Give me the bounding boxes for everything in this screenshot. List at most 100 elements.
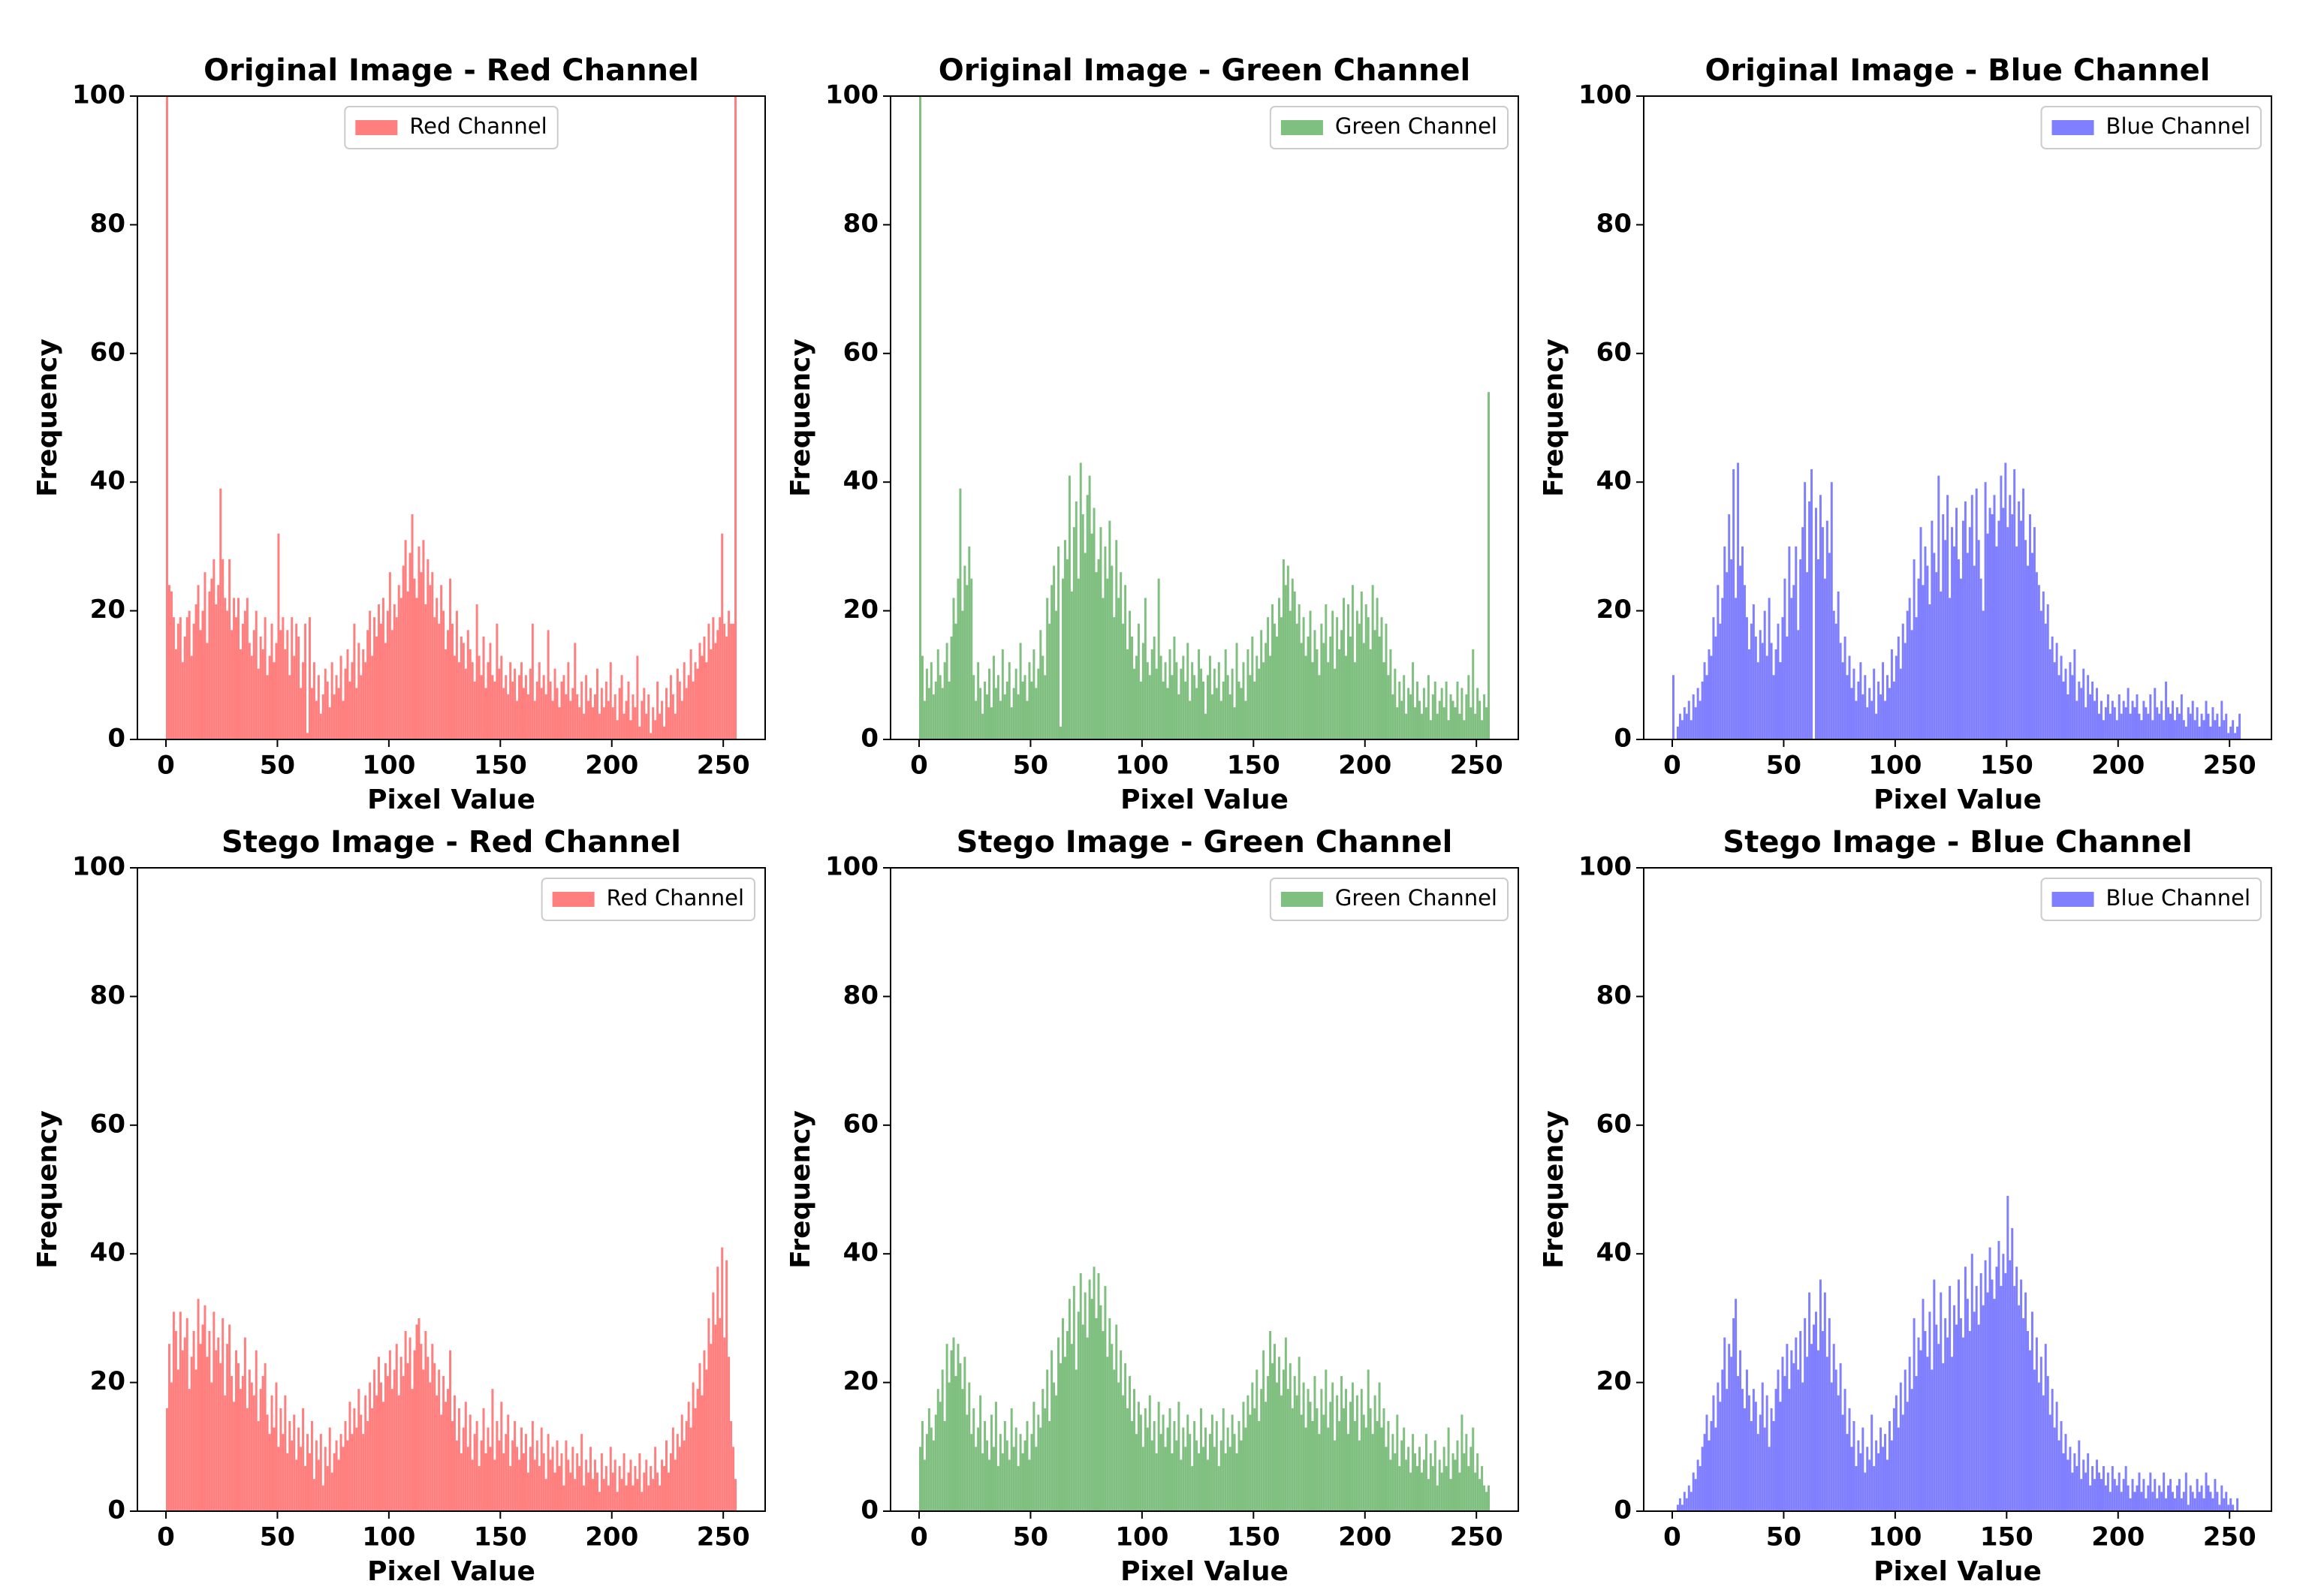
histogram-bar <box>1944 1317 1947 1511</box>
histogram-bar <box>518 1459 521 1511</box>
histogram-bar <box>250 1382 253 1511</box>
histogram-bar <box>369 1382 372 1511</box>
histogram-bar <box>1293 591 1296 739</box>
histogram-bar <box>1968 1331 1971 1511</box>
histogram-bar <box>228 1324 231 1511</box>
histogram-bar <box>484 1453 487 1511</box>
histogram-bar <box>1251 1382 1254 1511</box>
histogram-bar <box>1472 1427 1475 1511</box>
histogram-bar <box>384 1363 387 1511</box>
histogram-bar <box>1233 707 1236 739</box>
histogram-bar <box>692 1382 695 1511</box>
histogram-bar <box>1799 559 1802 739</box>
histogram-bar <box>701 655 704 739</box>
histogram-bar <box>1210 694 1213 739</box>
histogram-bar <box>977 1427 980 1511</box>
histogram-bar <box>2220 1485 2223 1511</box>
histogram-bar <box>402 565 405 739</box>
histogram-bar <box>2156 1498 2159 1511</box>
histogram-bar <box>1200 1408 1203 1511</box>
histogram-bar <box>378 604 380 739</box>
histogram-bar <box>921 1421 924 1511</box>
histogram-bar <box>1177 694 1180 739</box>
histogram-bar <box>1726 572 1729 739</box>
histogram-bar <box>181 662 184 739</box>
histogram-bar <box>1806 572 1809 739</box>
histogram-bar <box>1993 1299 1996 1511</box>
histogram-bar <box>1797 1369 1800 1511</box>
histogram-bar <box>1409 1472 1412 1511</box>
histogram-bar <box>270 1395 273 1511</box>
histogram-bar <box>344 1421 347 1511</box>
histogram-bar <box>1274 1344 1276 1511</box>
histogram-bar <box>977 662 980 739</box>
histogram-bar <box>2147 1485 2150 1511</box>
histogram-bar <box>302 1408 305 1511</box>
histogram-bar <box>634 1466 637 1511</box>
histogram-bar <box>2163 1472 2166 1511</box>
histogram-bar <box>526 1472 529 1511</box>
histogram-bar <box>1483 694 1486 739</box>
histogram-bar <box>1454 1459 1457 1511</box>
histogram-bar <box>2154 688 2157 739</box>
histogram-bar <box>1360 591 1363 739</box>
histogram-bar <box>431 1344 434 1511</box>
histogram-bar <box>1072 1286 1075 1511</box>
histogram-bar <box>618 1466 621 1511</box>
legend-label: Green Channel <box>1335 113 1497 139</box>
histogram-bar <box>1940 1292 1943 1511</box>
histogram-bar <box>1242 1402 1245 1511</box>
histogram-bar <box>680 700 683 739</box>
histogram-bar <box>1253 681 1256 739</box>
histogram-bar <box>2055 643 2058 739</box>
histogram-bar <box>1752 1389 1755 1511</box>
y-tick-label: 60 <box>1596 337 1632 367</box>
histogram-bar <box>696 668 699 739</box>
histogram-bar <box>404 540 407 739</box>
histogram-bar <box>1088 475 1091 739</box>
histogram-bar <box>1008 1459 1011 1511</box>
histogram-bar <box>1051 1350 1054 1511</box>
histogram-bar <box>1861 1427 1864 1511</box>
histogram-bar <box>516 700 519 739</box>
histogram-bar <box>1262 662 1265 739</box>
histogram-bar <box>333 694 336 739</box>
histogram-bar <box>583 1485 586 1511</box>
histogram-bar <box>2091 681 2094 739</box>
histogram-bar <box>321 694 324 739</box>
histogram-bar <box>1233 1434 1236 1511</box>
histogram-bar <box>1692 1472 1695 1511</box>
histogram-bar <box>1481 720 1484 739</box>
histogram-bar <box>992 655 995 739</box>
histogram-bar <box>1086 495 1089 739</box>
chart-title: Stego Image - Red Channel <box>222 825 681 860</box>
histogram-bar <box>1420 1472 1423 1511</box>
histogram-bar <box>1355 610 1358 739</box>
histogram-bar <box>728 610 731 739</box>
histogram-bar <box>507 694 510 739</box>
histogram-bar <box>2236 1498 2239 1511</box>
histogram-bar <box>217 1337 220 1511</box>
histogram-bar <box>397 1395 400 1511</box>
histogram-bar <box>335 675 338 739</box>
histogram-bar <box>535 681 538 739</box>
y-tick-label: 20 <box>1596 1366 1632 1396</box>
histogram-bar <box>1032 649 1035 739</box>
histogram-bar <box>1714 636 1717 739</box>
histogram-bar <box>698 643 701 739</box>
histogram-bar <box>1186 1414 1189 1511</box>
histogram-bar <box>1228 694 1231 739</box>
histogram-bar <box>643 1472 646 1511</box>
histogram-bar <box>1937 475 1940 739</box>
histogram-bar <box>2223 720 2226 739</box>
histogram-bar <box>1135 1434 1138 1511</box>
histogram-bar <box>317 675 320 739</box>
histogram-bar <box>919 1447 921 1511</box>
x-axis-label: Pixel Value <box>367 1556 535 1587</box>
histogram-bar <box>1774 649 1777 739</box>
histogram-bar <box>174 1331 177 1511</box>
histogram-bar <box>427 1357 430 1511</box>
histogram-bar <box>705 1369 708 1511</box>
histogram-bar <box>687 1402 690 1511</box>
histogram-bar <box>696 1389 699 1511</box>
